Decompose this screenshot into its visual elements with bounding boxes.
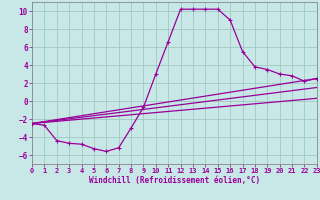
X-axis label: Windchill (Refroidissement éolien,°C): Windchill (Refroidissement éolien,°C) [89, 176, 260, 185]
